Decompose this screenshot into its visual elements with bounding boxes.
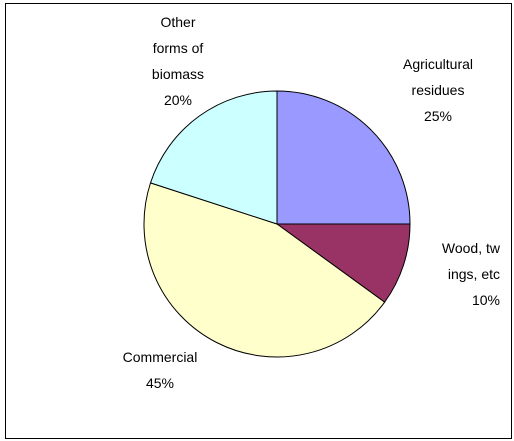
slice-label: Agricultural residues 25%: [378, 51, 498, 129]
category-label: Commercial: [122, 349, 198, 365]
category-label: Other forms of biomass: [151, 14, 205, 82]
slice-label: Other forms of biomass 20%: [128, 9, 228, 113]
value-label: 25%: [423, 108, 453, 124]
slice-label: Commercial 45%: [100, 344, 220, 396]
slice-label: Wood, tw ings, etc 10%: [410, 235, 500, 313]
value-label: 10%: [471, 292, 500, 308]
category-label: Agricultural residues: [402, 56, 474, 98]
value-label: 20%: [163, 92, 193, 108]
pie-slice: [275, 223, 411, 303]
category-label: Wood, tw ings, etc: [441, 240, 500, 282]
pie-slice: [149, 90, 278, 225]
value-label: 45%: [145, 375, 175, 391]
pie-slice: [276, 90, 411, 225]
pie-slice: [143, 182, 386, 358]
